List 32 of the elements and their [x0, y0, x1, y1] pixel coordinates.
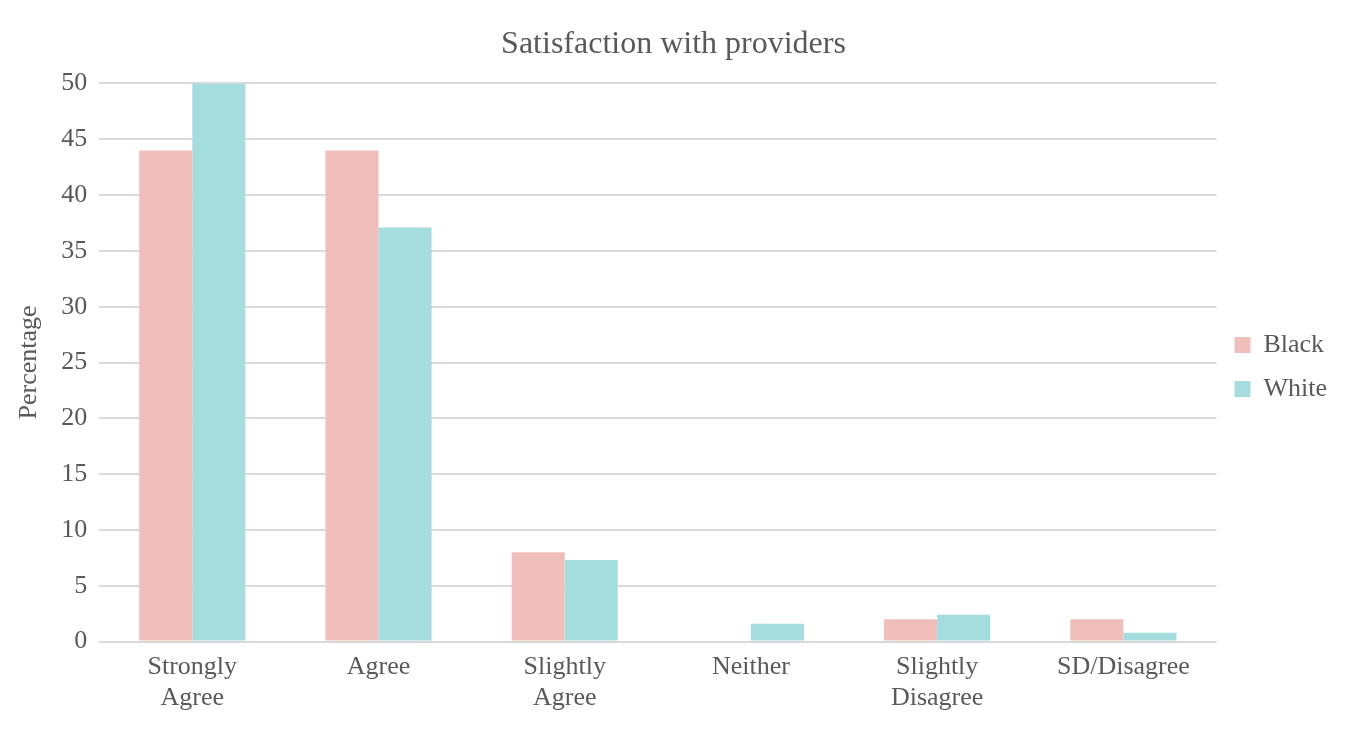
y-tick-label: 45 [61, 123, 88, 153]
legend-label: White [1263, 372, 1327, 402]
chart-title: Satisfaction with providers [501, 23, 846, 60]
bar [884, 619, 938, 641]
bar [564, 560, 618, 641]
x-tick-label: Strongly Agree [147, 651, 238, 712]
x-tick-label: SD/Disagree [1056, 651, 1190, 681]
legend-label: Black [1263, 328, 1325, 358]
y-tick-label: 0 [74, 625, 88, 655]
y-tick-label: 50 [61, 67, 88, 97]
x-tick-label: Agree [346, 651, 411, 681]
bar [325, 150, 379, 641]
bar [378, 227, 432, 641]
bar [1070, 619, 1124, 641]
y-tick-label: 40 [61, 178, 88, 208]
y-tick-label: 25 [61, 346, 88, 376]
bar [139, 150, 193, 641]
y-tick-label: 20 [61, 402, 88, 432]
y-axis-title: Percentage [13, 305, 43, 420]
x-tick-label: Slightly Disagree [890, 651, 984, 712]
y-tick-label: 5 [74, 569, 88, 599]
bar [511, 552, 565, 641]
bar [937, 614, 991, 641]
y-tick-label: 30 [61, 290, 88, 320]
bar [750, 623, 805, 641]
bar [1123, 632, 1177, 641]
y-tick-label: 15 [61, 457, 88, 487]
x-tick-label: Neither [711, 651, 791, 681]
y-tick-label: 35 [61, 234, 88, 264]
bar [192, 83, 246, 641]
x-tick-label: Slightly Agree [523, 651, 606, 712]
y-tick-label: 10 [61, 513, 88, 543]
